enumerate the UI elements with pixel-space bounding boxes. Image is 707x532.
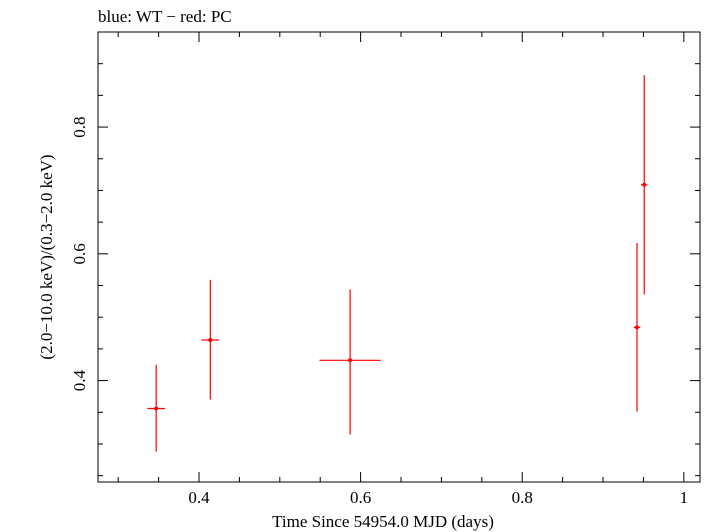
data-point: [641, 75, 648, 295]
y-axis: 0.4 0.6 0.8: [70, 63, 700, 477]
data-point: [201, 279, 220, 400]
y-tick-label: 0.6: [70, 243, 89, 264]
point-marker: [208, 338, 213, 343]
data-point: [319, 289, 381, 435]
x-tick-label: 1: [680, 488, 689, 507]
point-marker: [642, 182, 647, 187]
y-tick-label: 0.8: [70, 116, 89, 137]
y-tick-label: 0.4: [70, 369, 89, 391]
data-point: [147, 364, 166, 452]
x-axis: 0.4 0.6 0.8 1: [117, 32, 689, 507]
x-tick-label: 0.8: [512, 488, 533, 507]
chart-title: blue: WT − red: PC: [98, 7, 232, 26]
point-marker: [154, 406, 159, 411]
data-points: [147, 75, 648, 452]
x-tick-label: 0.6: [350, 488, 371, 507]
y-axis-label: (2.0−10.0 keV)/(0.3−2.0 keV): [37, 154, 56, 359]
x-axis-label: Time Since 54954.0 MJD (days): [272, 512, 494, 531]
x-tick-label: 0.4: [188, 488, 210, 507]
point-marker: [348, 358, 353, 363]
point-marker: [634, 325, 639, 330]
data-point: [633, 243, 641, 412]
plot-frame: [97, 31, 701, 483]
